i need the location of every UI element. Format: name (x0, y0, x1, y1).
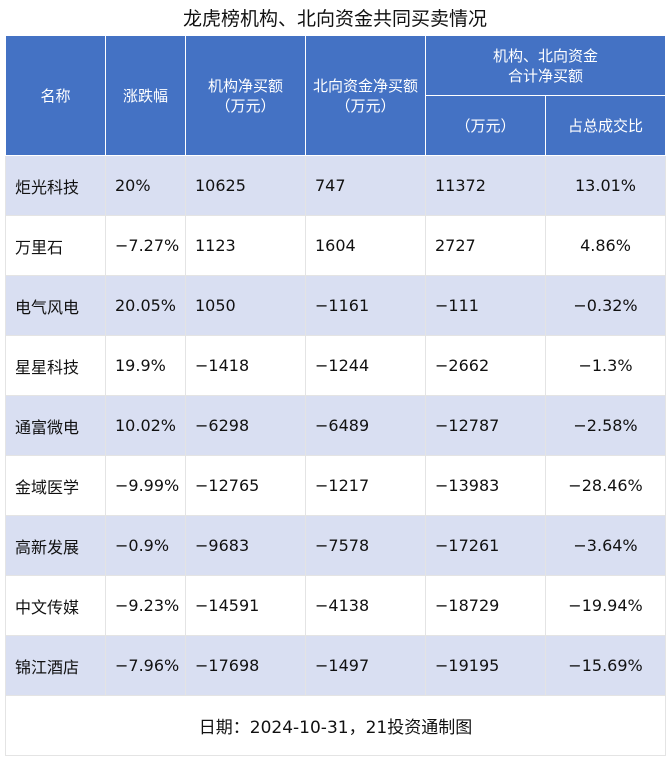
table-cell: −9.99% (105, 455, 186, 516)
table-cell: −12765 (185, 455, 306, 516)
footer-row: 日期：2024-10-31，21投资通制图 (4, 695, 667, 756)
header-cell: 名称 (5, 35, 106, 156)
table-body: 炬光科技 20% 10625 747 11372 13.01% 万里石 −7.27% 1123 1… (4, 155, 667, 756)
table-cell: 炬光科技 (5, 155, 106, 216)
table-row: 通富微电 10.02% −6298 −6489 −12787 −2.58% (5, 395, 667, 456)
table-cell: 星星科技 (5, 335, 106, 396)
table-cell: 10625 (185, 155, 306, 216)
table-cell: −1217 (305, 455, 426, 516)
table-cell: −111 (425, 275, 546, 336)
table-cell: 10.02% (105, 395, 186, 456)
table-cell: −14591 (185, 575, 306, 636)
table-cell: −9.23% (105, 575, 186, 636)
table-cell: −19.94% (544, 575, 667, 636)
table-cell: −7578 (305, 515, 426, 576)
table-cell: −2662 (425, 335, 546, 396)
table-cell: 中文传媒 (5, 575, 106, 636)
table-cell: 2727 (425, 215, 546, 276)
table-cell: −4138 (305, 575, 426, 636)
table-cell: −18729 (425, 575, 546, 636)
table-cell: 20.05% (105, 275, 186, 336)
table-cell: −1244 (305, 335, 426, 396)
table-cell: 13.01% (544, 155, 667, 216)
table-cell: 1123 (185, 215, 306, 276)
table-row: 电气风电 20.05% 1050 −1161 −111 −0.32% (5, 275, 667, 336)
table-cell: −12787 (425, 395, 546, 456)
table-cell: −17698 (185, 635, 306, 696)
table-cell: −28.46% (544, 455, 667, 516)
table-cell: 11372 (425, 155, 546, 216)
footer: 日期：2024-10-31，21投资通制图 (4, 695, 667, 756)
header-cell: 涨跌幅 (105, 35, 186, 156)
table-cell: −0.32% (544, 275, 667, 336)
table-cell: 1050 (185, 275, 306, 336)
table-row: 万里石 −7.27% 1123 1604 2727 4.86% (5, 215, 667, 276)
table-cell: −7.27% (105, 215, 186, 276)
table-cell: 万里石 (5, 215, 106, 276)
header-cell: 机构净买额 （万元） (185, 35, 306, 156)
table-cell: −19195 (425, 635, 546, 696)
table-cell: −9683 (185, 515, 306, 576)
sub-header: （万元） (425, 95, 546, 156)
table-row: 中文传媒 −9.23% −14591 −4138 −18729 −19.94% (5, 575, 667, 636)
table-cell: −0.9% (105, 515, 186, 576)
table-cell: 通富微电 (5, 395, 106, 456)
sub-header: 占总成交比 (544, 95, 667, 156)
table-cell: −1497 (305, 635, 426, 696)
table-cell: −13983 (425, 455, 546, 516)
table-cell: −6489 (305, 395, 426, 456)
table-cell: 4.86% (544, 215, 667, 276)
table-cell: −1.3% (544, 335, 667, 396)
table: 名称 涨跌幅 机构净买额 （万元） 北向资金净买额（万元） 机构、北向资金 合计… (4, 35, 667, 756)
table-cell: −17261 (425, 515, 546, 576)
header-cell: 北向资金净买额（万元） (305, 35, 426, 156)
table-cell: 锦江酒店 (5, 635, 106, 696)
table-row: 锦江酒店 −7.96% −17698 −1497 −19195 −15.69% (5, 635, 667, 696)
table-row: 炬光科技 20% 10625 747 11372 13.01% (5, 155, 667, 216)
table-cell: −1418 (185, 335, 306, 396)
table-cell: 高新发展 (5, 515, 106, 576)
group-header: 机构、北向资金 合计净买额 (424, 35, 667, 96)
table-cell: 19.9% (105, 335, 186, 396)
table-cell: 1604 (305, 215, 426, 276)
table-cell: 747 (305, 155, 426, 216)
table-row: 高新发展 −0.9% −9683 −7578 −17261 −3.64% (5, 515, 667, 576)
table-cell: −6298 (185, 395, 306, 456)
table-cell: 20% (105, 155, 186, 216)
table-cell: −3.64% (544, 515, 667, 576)
table-cell: 电气风电 (5, 275, 106, 336)
table-cell: 金域医学 (5, 455, 106, 516)
table-cell: −7.96% (105, 635, 186, 696)
table-cell: −1161 (305, 275, 426, 336)
table-cell: −2.58% (544, 395, 667, 456)
table-cell: −15.69% (544, 635, 667, 696)
table-row: 星星科技 19.9% −1418 −1244 −2662 −1.3% (5, 335, 667, 396)
table-row: 金域医学 −9.99% −12765 −1217 −13983 −28.46% (5, 455, 667, 516)
title: 龙虎榜机构、北向资金共同买卖情况 (182, 8, 487, 30)
